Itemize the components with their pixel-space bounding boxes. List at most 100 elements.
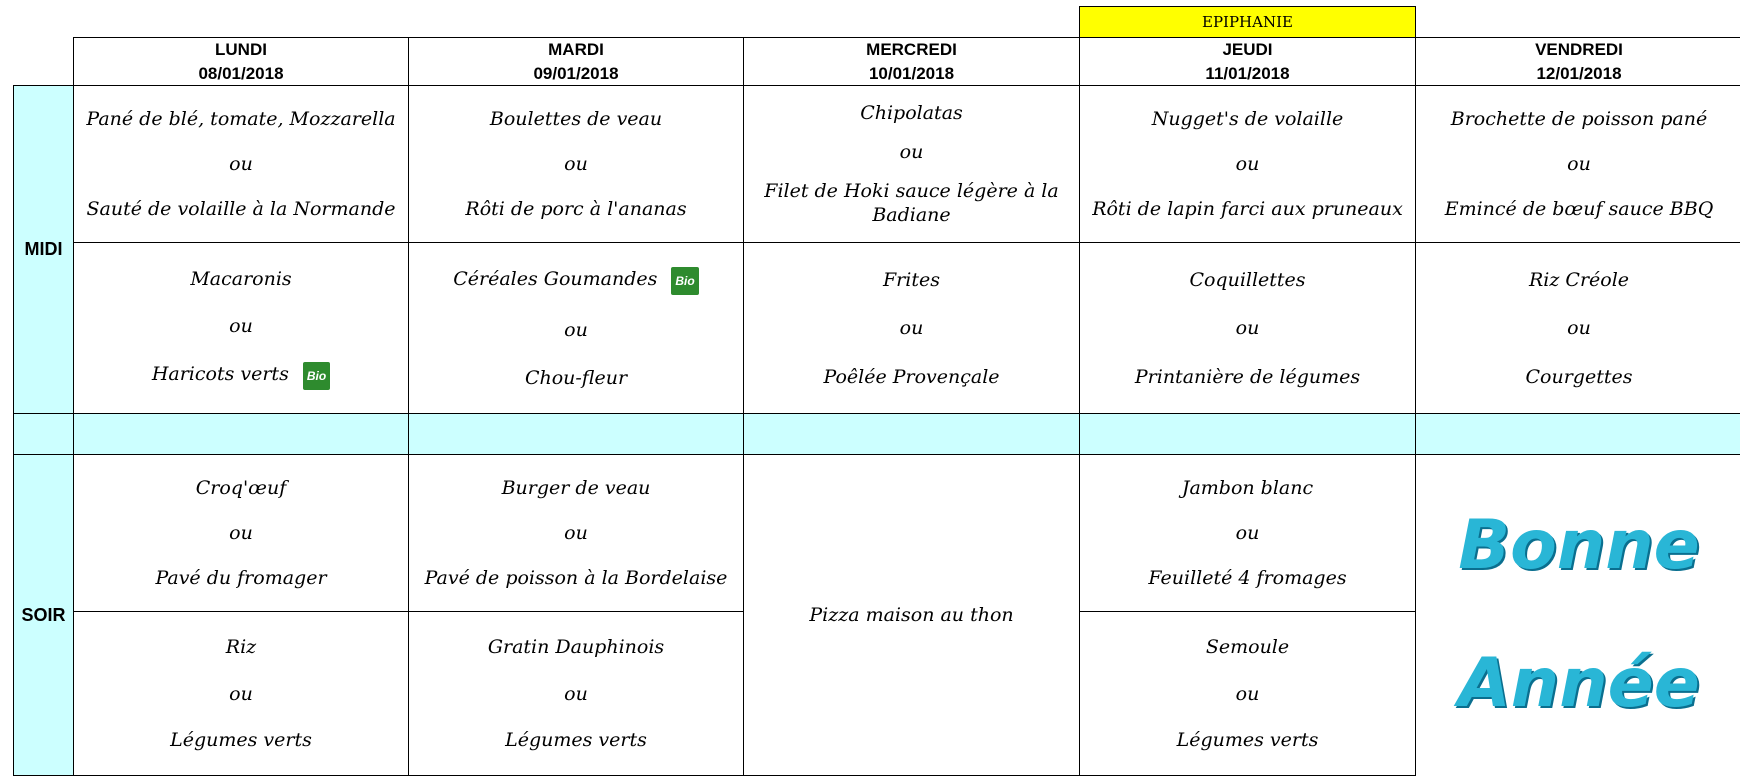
menu-item: ou: [1235, 522, 1260, 544]
greeting-image: Bonne Année: [1415, 454, 1740, 776]
bio-badge: Bio: [671, 266, 699, 295]
menu-item: ou: [564, 682, 588, 705]
menu-cell: Céréales Goumandes Bio ou Chou-fleur: [408, 242, 744, 414]
day-date: 08/01/2018: [198, 63, 284, 83]
menu-item: ou: [229, 522, 253, 544]
menu-cell: Pizza maison au thon: [743, 454, 1080, 776]
menu-item: Riz: [225, 635, 257, 658]
day-header: VENDREDI 12/01/2018: [1415, 37, 1740, 86]
menu-item: ou: [899, 141, 924, 163]
menu-cell: Pané de blé, tomate, Mozzarella ou Sauté d…: [73, 85, 409, 243]
menu-item: Sauté de volaille à la Normande: [86, 198, 396, 220]
menu-cell: Frites ou Poêlée Provençale: [743, 242, 1080, 414]
menu-item: Coquillettes: [1189, 268, 1306, 291]
spacer: [743, 413, 1080, 455]
menu-item: Pavé de poisson à la Bordelaise: [424, 567, 728, 589]
menu-item: Pané de blé, tomate, Mozzarella: [86, 108, 396, 130]
menu-cell: Croq'œuf ou Pavé du fromager: [73, 454, 409, 612]
menu-item: Jambon blanc: [1181, 477, 1314, 499]
menu-item: Légumes verts: [505, 729, 647, 752]
menu-cell: Riz ou Légumes verts: [73, 611, 409, 776]
banner-text: EPIPHANIE: [1202, 13, 1293, 31]
day-name: JEUDI: [1222, 39, 1273, 59]
menu-item: ou: [899, 317, 924, 339]
menu-item: Légumes verts: [1176, 729, 1319, 752]
menu-item: Céréales Goumandes Bio: [445, 266, 706, 295]
day-date: 11/01/2018: [1205, 63, 1290, 83]
menu-item: Croq'œuf: [195, 477, 287, 499]
menu-cell: Gratin Dauphinois ou Légumes verts: [408, 611, 744, 776]
menu-item: ou: [1235, 153, 1260, 175]
greeting-text: Année: [1458, 643, 1700, 723]
menu-item: Légumes verts: [170, 729, 312, 752]
menu-cell: Jambon blanc ou Feuilleté 4 fromages: [1079, 454, 1416, 612]
day-header: MERCREDI 10/01/2018: [743, 37, 1080, 86]
menu-cell: Nugget's de volaille ou Rôti de lapin farc…: [1079, 85, 1416, 243]
label-text: MIDI: [24, 239, 63, 259]
dish-name: Haricots verts: [151, 362, 289, 385]
menu-item: Haricots verts Bio: [144, 361, 338, 390]
day-name: MERCREDI: [866, 39, 957, 59]
spacer: [1415, 413, 1740, 455]
day-date: 10/01/2018: [868, 63, 955, 83]
menu-cell: Semoule ou Légumes verts: [1079, 611, 1416, 776]
event-banner: EPIPHANIE: [1079, 6, 1416, 38]
menu-item: Brochette de poisson pané: [1450, 108, 1708, 130]
menu-item: ou: [229, 315, 253, 337]
bio-badge: Bio: [302, 361, 331, 390]
menu-item: Courgettes: [1525, 365, 1633, 388]
spacer: [408, 413, 744, 455]
menu-item: ou: [564, 153, 588, 175]
spacer: [73, 413, 409, 455]
menu-item: Semoule: [1205, 635, 1290, 658]
menu-item: ou: [229, 153, 253, 175]
menu-item: Chou-fleur: [524, 366, 628, 389]
menu-item: Rôti de lapin farci aux pruneaux: [1092, 198, 1403, 220]
menu-item: Pizza maison au thon: [809, 604, 1014, 626]
menu-item: Gratin Dauphinois: [487, 635, 665, 658]
menu-item: Chipolatas: [860, 102, 963, 124]
day-header: MARDI 09/01/2018: [408, 37, 744, 86]
menu-item: Burger de veau: [501, 477, 651, 499]
menu-cell: Burger de veau ou Pavé de poisson à la Bor…: [408, 454, 744, 612]
day-date: 09/01/2018: [533, 63, 619, 83]
menu-cell: Riz Créole ou Courgettes: [1415, 242, 1740, 414]
menu-cell: Brochette de poisson pané ou Emincé de bœu…: [1415, 85, 1740, 243]
menu-item: ou: [1567, 317, 1591, 339]
menu-item: ou: [564, 319, 588, 341]
greeting-text: Bonne: [1458, 506, 1700, 586]
meal-label: MIDI: [13, 85, 74, 414]
spacer: [1079, 413, 1416, 455]
menu-item: Filet de Hoki sauce légère à la Badiane: [764, 180, 1059, 226]
day-date: 12/01/2018: [1536, 63, 1622, 83]
menu-item: Pavé du fromager: [155, 567, 327, 589]
menu-item: Emincé de bœuf sauce BBQ: [1444, 198, 1714, 220]
dish-name: Céréales Goumandes: [453, 267, 658, 290]
menu-item: Boulettes de veau: [489, 108, 663, 130]
day-header: JEUDI 11/01/2018: [1079, 37, 1416, 86]
day-header: LUNDI 08/01/2018: [73, 37, 409, 86]
menu-item: Frites: [883, 268, 940, 291]
day-name: LUNDI: [215, 39, 267, 59]
menu-item: Macaronis: [190, 267, 292, 290]
label-text: SOIR: [21, 604, 66, 625]
menu-item: Poêlée Provençale: [823, 365, 1000, 388]
menu-item: Rôti de porc à l'ananas: [465, 198, 687, 220]
meal-label: SOIR: [13, 454, 74, 776]
day-name: VENDREDI: [1535, 39, 1623, 59]
menu-cell: Coquillettes ou Printanière de légumes: [1079, 242, 1416, 414]
menu-item: ou: [564, 522, 588, 544]
menu-cell: Boulettes de veau ou Rôti de porc à l'anan…: [408, 85, 744, 243]
day-name: MARDI: [548, 39, 604, 59]
menu-item: Feuilleté 4 fromages: [1148, 567, 1347, 589]
menu-item: ou: [1567, 153, 1591, 175]
menu-item: Printanière de légumes: [1134, 365, 1361, 388]
menu-item: Nugget's de volaille: [1151, 108, 1344, 130]
menu-item: ou: [1235, 682, 1260, 705]
menu-cell: Macaronis ou Haricots verts Bio: [73, 242, 409, 414]
menu-item: ou: [229, 682, 253, 705]
spacer: [13, 413, 74, 455]
menu-item: Riz Créole: [1528, 268, 1630, 291]
menu-item: ou: [1235, 317, 1260, 339]
menu-cell: Chipolatas ou Filet de Hoki sauce légère à…: [743, 85, 1080, 243]
